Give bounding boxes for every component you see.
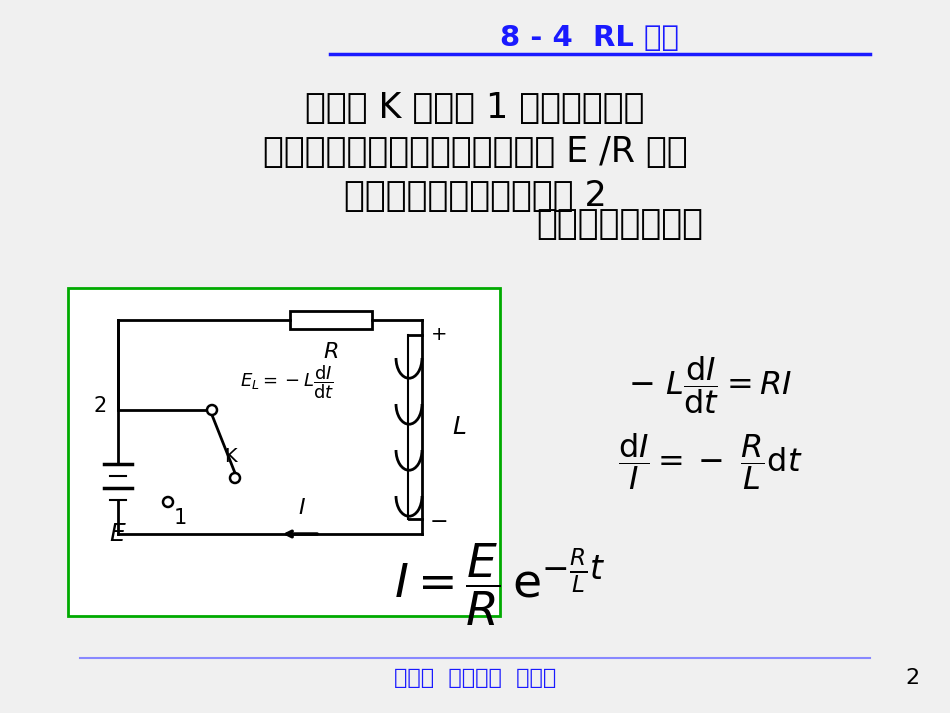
Text: 间后，电路中的电流已达稳定値 E /R ，然: 间后，电路中的电流已达稳定値 E /R ，然 xyxy=(262,135,688,169)
Text: 后，迅速把开关放到位置 2: 后，迅速把开关放到位置 2 xyxy=(344,179,606,213)
Text: $R$: $R$ xyxy=(323,342,339,362)
Circle shape xyxy=(163,497,173,507)
Bar xyxy=(68,288,500,616)
Text: 将开关 K 与位置 1 接通相当长时: 将开关 K 与位置 1 接通相当长时 xyxy=(305,91,645,125)
Text: $E_L = -L\dfrac{\mathrm{d}I}{\mathrm{d}t}$: $E_L = -L\dfrac{\mathrm{d}I}{\mathrm{d}t… xyxy=(240,363,334,401)
Bar xyxy=(290,311,372,329)
Text: $I$: $I$ xyxy=(298,498,306,518)
Text: $-\ L\dfrac{\mathrm{d}I}{\mathrm{d}t} = RI$: $-\ L\dfrac{\mathrm{d}I}{\mathrm{d}t} = … xyxy=(628,354,792,416)
Text: $L$: $L$ xyxy=(452,415,466,439)
Text: $E$: $E$ xyxy=(109,522,127,546)
Text: 8 - 4  RL 电路: 8 - 4 RL 电路 xyxy=(501,24,679,52)
Text: $+$: $+$ xyxy=(429,324,446,344)
Circle shape xyxy=(230,473,240,483)
Text: 第八章  电磁感应  电磁场: 第八章 电磁感应 电磁场 xyxy=(394,668,556,688)
Text: 1: 1 xyxy=(173,508,186,528)
Text: 2: 2 xyxy=(905,668,919,688)
Text: K: K xyxy=(223,446,237,466)
Text: 2: 2 xyxy=(93,396,106,416)
Text: $-$: $-$ xyxy=(428,510,447,530)
Text: $I = \dfrac{E}{R}\,\mathrm{e}^{-\frac{R}{L}t}$: $I = \dfrac{E}{R}\,\mathrm{e}^{-\frac{R}… xyxy=(394,542,606,628)
Text: $\dfrac{\mathrm{d}I}{I} =-\ \dfrac{R}{L}\mathrm{d}t$: $\dfrac{\mathrm{d}I}{I} =-\ \dfrac{R}{L}… xyxy=(618,431,803,493)
Circle shape xyxy=(207,405,217,415)
Text: 接照欧姆定律，有: 接照欧姆定律，有 xyxy=(537,207,704,241)
